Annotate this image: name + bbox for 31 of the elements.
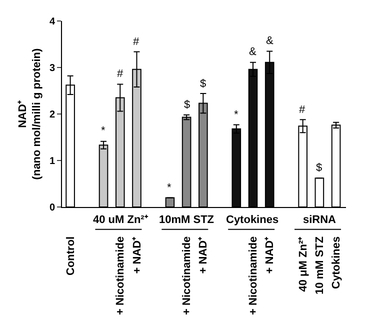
y-tick-label: 1 [49,156,56,167]
text: siRNA [303,214,336,226]
text: 40 uM Zn²⁺ [93,214,148,226]
x-tick-label: Control [64,236,77,276]
x-tick-label: + Nicotinamide [248,236,260,315]
data-label: & [266,35,274,47]
x-tick-label: + NAD⁺ [264,236,276,274]
data-label: # [117,68,124,80]
y-axis-title: NAD⁺ (nano mol/milli g protein) [16,48,44,180]
data-label: # [133,36,140,48]
data-label: * [167,182,172,194]
data-label: # [299,104,306,116]
text: Cytokines [226,214,279,226]
x-tick-label: + NAD⁺ [131,236,144,274]
y-tick-label: 3 [49,63,56,74]
x-tick-label: + Nicotinamide [114,236,127,315]
x-tick-label: 10 mM STZ [314,236,326,294]
data-label: * [101,125,106,137]
x-tick-label: + Nicotinamide [181,236,194,315]
y-tick-label: 2 [49,110,56,120]
y-tick-label: 0 [49,202,56,214]
data-label: & [249,46,257,58]
data-label: $ [184,99,190,111]
text: 10mM STZ [159,214,214,226]
data-label: * [234,109,239,121]
x-tick-label: + NAD⁺ [198,236,210,274]
data-label: $ [316,162,322,174]
data-label: $ [200,78,206,90]
x-tick-label: 40 μM Zn²⁺ [297,236,310,292]
y-tick-label: 4 [49,16,56,28]
x-tick-label: Cytokines [330,236,343,289]
